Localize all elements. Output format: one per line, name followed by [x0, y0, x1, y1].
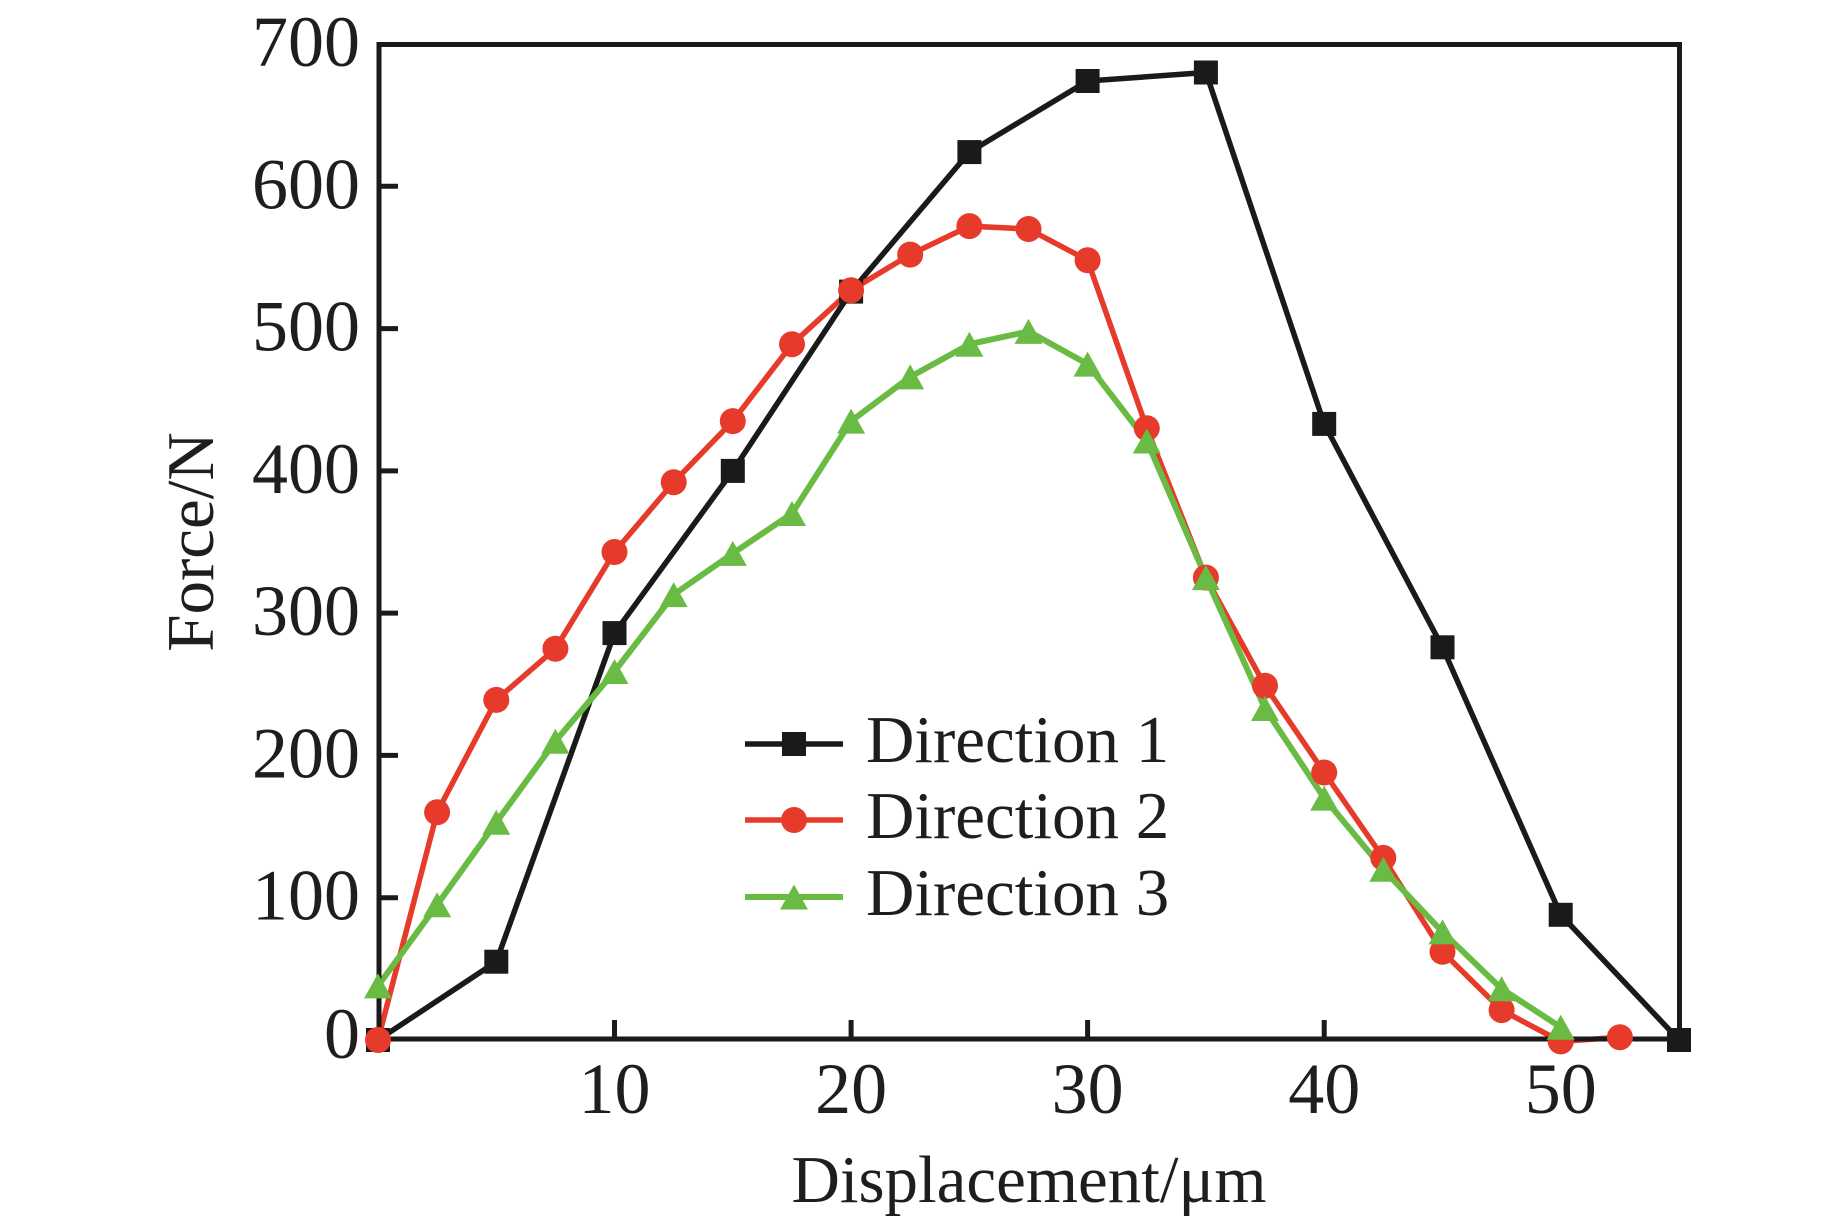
svg-text:100: 100 [252, 856, 360, 936]
svg-text:Force/N: Force/N [154, 432, 228, 652]
svg-text:20: 20 [815, 1049, 887, 1129]
svg-text:50: 50 [1525, 1049, 1597, 1129]
svg-text:30: 30 [1052, 1049, 1124, 1129]
svg-text:600: 600 [252, 144, 360, 224]
svg-text:700: 700 [252, 2, 360, 82]
svg-text:10: 10 [579, 1049, 651, 1129]
svg-text:40: 40 [1288, 1049, 1360, 1129]
svg-text:200: 200 [252, 713, 360, 793]
svg-text:500: 500 [252, 287, 360, 367]
svg-text:Displacement/μm: Displacement/μm [791, 1143, 1266, 1217]
svg-text:400: 400 [252, 429, 360, 509]
svg-text:Direction 2: Direction 2 [866, 779, 1169, 853]
svg-text:Direction 3: Direction 3 [866, 856, 1169, 930]
svg-text:300: 300 [252, 571, 360, 651]
svg-text:Direction 1: Direction 1 [866, 703, 1169, 777]
svg-text:0: 0 [324, 994, 360, 1074]
